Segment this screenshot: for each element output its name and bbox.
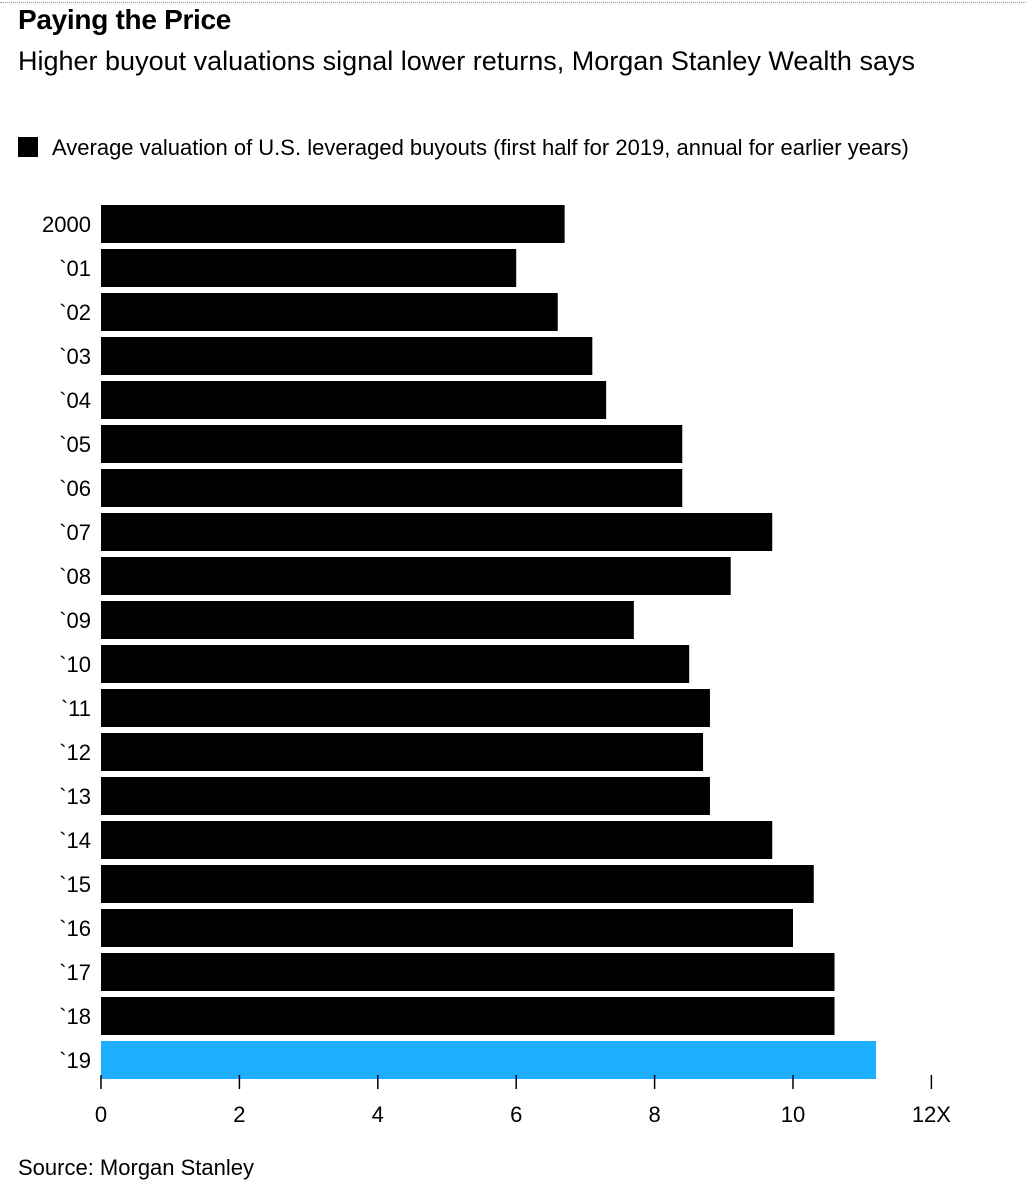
category-label-6: `06 [59,476,91,501]
x-tick-label-2: 4 [372,1102,384,1127]
category-label-16: `16 [59,916,91,941]
category-label-7: `07 [59,520,91,545]
bar-13 [101,777,710,815]
bar-17 [101,953,835,991]
category-label-18: `18 [59,1004,91,1029]
x-tick-label-6: 12X [912,1102,951,1127]
chart-subtitle: Higher buyout valuations signal lower re… [18,46,915,76]
source-note: Source: Morgan Stanley [18,1155,255,1180]
bar-1 [101,249,517,287]
bar-15 [101,865,814,903]
category-label-15: `15 [59,872,91,897]
category-label-14: `14 [59,828,91,853]
legend-label: Average valuation of U.S. leveraged buyo… [52,135,909,160]
x-tick-label-5: 10 [781,1102,805,1127]
category-label-19: `19 [59,1048,91,1073]
category-label-17: `17 [59,960,91,985]
bar-6 [101,469,683,507]
category-label-1: `01 [59,256,91,281]
legend-swatch [18,137,38,157]
x-tick-label-0: 0 [95,1102,107,1127]
category-label-3: `03 [59,344,91,369]
bar-11 [101,689,710,727]
bar-4 [101,381,607,419]
bar-5 [101,425,683,463]
bar-12 [101,733,704,771]
category-label-9: `09 [59,608,91,633]
bar-18 [101,997,835,1035]
category-label-10: `10 [59,652,91,677]
category-label-13: `13 [59,784,91,809]
bar-9 [101,601,634,639]
top-divider [0,2,1026,3]
x-tick-label-1: 2 [233,1102,245,1127]
x-tick-label-4: 8 [648,1102,660,1127]
bar-7 [101,513,773,551]
category-label-0: 2000 [42,212,91,237]
bar-8 [101,557,731,595]
bar-3 [101,337,593,375]
bar-chart: 2000 `01 `02 `03 `04 `05 `06 `07 `08 `09 `10 `11 `12… [42,205,951,1127]
bar-2 [101,293,558,331]
category-label-11: `11 [61,696,91,721]
chart-title: Paying the Price [18,4,232,35]
bar-10 [101,645,690,683]
category-label-2: `02 [59,300,91,325]
x-tick-label-3: 6 [510,1102,522,1127]
bar-14 [101,821,773,859]
bar-0 [101,205,565,243]
category-label-5: `05 [59,432,91,457]
category-label-4: `04 [59,388,91,413]
legend: Average valuation of U.S. leveraged buyo… [18,132,1008,164]
category-label-8: `08 [59,564,91,589]
bar-19 [101,1041,877,1079]
category-label-12: `12 [59,740,91,765]
bar-16 [101,909,793,947]
